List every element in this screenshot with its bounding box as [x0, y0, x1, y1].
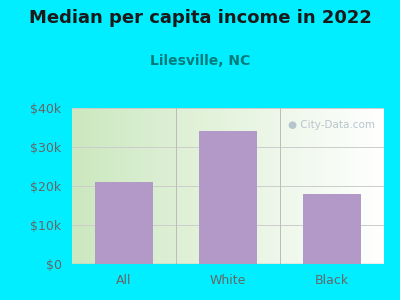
Bar — [199, 131, 257, 264]
Bar — [303, 194, 361, 264]
Text: ● City-Data.com: ● City-Data.com — [288, 121, 375, 130]
Text: Median per capita income in 2022: Median per capita income in 2022 — [28, 9, 372, 27]
Bar — [96, 182, 153, 264]
Text: Lilesville, NC: Lilesville, NC — [150, 54, 250, 68]
